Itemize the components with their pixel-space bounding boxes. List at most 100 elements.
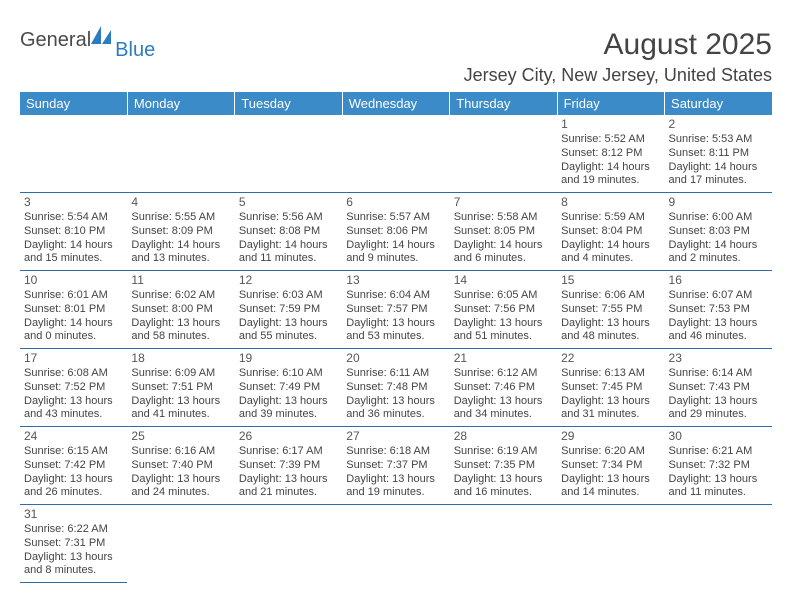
sunset-text: Sunset: 8:11 PM — [669, 147, 768, 161]
daylight-text: and 29 minutes. — [669, 408, 768, 422]
calendar-day-cell: 14Sunrise: 6:05 AMSunset: 7:56 PMDayligh… — [450, 271, 557, 349]
daylight-text: Daylight: 13 hours — [669, 473, 768, 487]
sunset-text: Sunset: 7:40 PM — [131, 459, 230, 473]
weekday-header: Monday — [127, 92, 234, 115]
month-title: August 2025 — [464, 28, 772, 61]
daylight-text: and 48 minutes. — [561, 330, 660, 344]
calendar-day-cell: 1Sunrise: 5:52 AMSunset: 8:12 PMDaylight… — [557, 115, 664, 193]
sunrise-text: Sunrise: 6:06 AM — [561, 289, 660, 303]
sunrise-text: Sunrise: 6:00 AM — [669, 211, 768, 225]
sunset-text: Sunset: 8:12 PM — [561, 147, 660, 161]
calendar-day-cell: 30Sunrise: 6:21 AMSunset: 7:32 PMDayligh… — [665, 427, 772, 505]
daylight-text: Daylight: 13 hours — [346, 395, 445, 409]
calendar-day-cell: 19Sunrise: 6:10 AMSunset: 7:49 PMDayligh… — [235, 349, 342, 427]
day-number: 26 — [239, 429, 338, 444]
day-number: 20 — [346, 351, 445, 366]
day-number: 13 — [346, 273, 445, 288]
daylight-text: Daylight: 14 hours — [454, 239, 553, 253]
daylight-text: and 14 minutes. — [561, 486, 660, 500]
header: General Blue August 2025 Jersey City, Ne… — [20, 28, 772, 86]
daylight-text: and 21 minutes. — [239, 486, 338, 500]
day-number: 27 — [346, 429, 445, 444]
calendar-day-cell: 21Sunrise: 6:12 AMSunset: 7:46 PMDayligh… — [450, 349, 557, 427]
calendar-day-cell: 27Sunrise: 6:18 AMSunset: 7:37 PMDayligh… — [342, 427, 449, 505]
calendar-empty-cell — [235, 115, 342, 193]
daylight-text: and 16 minutes. — [454, 486, 553, 500]
calendar-day-cell: 26Sunrise: 6:17 AMSunset: 7:39 PMDayligh… — [235, 427, 342, 505]
sunrise-text: Sunrise: 5:58 AM — [454, 211, 553, 225]
daylight-text: Daylight: 13 hours — [24, 551, 123, 565]
sunrise-text: Sunrise: 6:07 AM — [669, 289, 768, 303]
sunrise-text: Sunrise: 6:19 AM — [454, 445, 553, 459]
daylight-text: Daylight: 14 hours — [669, 161, 768, 175]
day-number: 25 — [131, 429, 230, 444]
sunrise-text: Sunrise: 6:15 AM — [24, 445, 123, 459]
calendar-day-cell: 22Sunrise: 6:13 AMSunset: 7:45 PMDayligh… — [557, 349, 664, 427]
sunset-text: Sunset: 7:49 PM — [239, 381, 338, 395]
sunrise-text: Sunrise: 6:11 AM — [346, 367, 445, 381]
calendar-empty-cell — [235, 505, 342, 583]
calendar-week-row: 31Sunrise: 6:22 AMSunset: 7:31 PMDayligh… — [20, 505, 772, 583]
sunrise-text: Sunrise: 6:14 AM — [669, 367, 768, 381]
calendar-day-cell: 13Sunrise: 6:04 AMSunset: 7:57 PMDayligh… — [342, 271, 449, 349]
sunrise-text: Sunrise: 6:08 AM — [24, 367, 123, 381]
sunrise-text: Sunrise: 6:01 AM — [24, 289, 123, 303]
sunrise-text: Sunrise: 6:21 AM — [669, 445, 768, 459]
calendar-day-cell: 10Sunrise: 6:01 AMSunset: 8:01 PMDayligh… — [20, 271, 127, 349]
day-number: 2 — [669, 117, 768, 132]
daylight-text: Daylight: 13 hours — [346, 317, 445, 331]
calendar-day-cell: 25Sunrise: 6:16 AMSunset: 7:40 PMDayligh… — [127, 427, 234, 505]
day-number: 18 — [131, 351, 230, 366]
sunrise-text: Sunrise: 6:12 AM — [454, 367, 553, 381]
daylight-text: Daylight: 13 hours — [561, 395, 660, 409]
calendar-day-cell: 16Sunrise: 6:07 AMSunset: 7:53 PMDayligh… — [665, 271, 772, 349]
sunset-text: Sunset: 7:53 PM — [669, 303, 768, 317]
sunrise-text: Sunrise: 6:20 AM — [561, 445, 660, 459]
calendar-day-cell: 9Sunrise: 6:00 AMSunset: 8:03 PMDaylight… — [665, 193, 772, 271]
sunset-text: Sunset: 8:00 PM — [131, 303, 230, 317]
daylight-text: Daylight: 13 hours — [24, 473, 123, 487]
daylight-text: and 24 minutes. — [131, 486, 230, 500]
weekday-header-row: SundayMondayTuesdayWednesdayThursdayFrid… — [20, 92, 772, 115]
daylight-text: and 58 minutes. — [131, 330, 230, 344]
calendar-day-cell: 31Sunrise: 6:22 AMSunset: 7:31 PMDayligh… — [20, 505, 127, 583]
calendar-empty-cell — [450, 115, 557, 193]
sunset-text: Sunset: 8:01 PM — [24, 303, 123, 317]
daylight-text: Daylight: 13 hours — [454, 317, 553, 331]
daylight-text: Daylight: 13 hours — [454, 473, 553, 487]
weekday-header: Saturday — [665, 92, 772, 115]
sunset-text: Sunset: 8:05 PM — [454, 225, 553, 239]
daylight-text: and 26 minutes. — [24, 486, 123, 500]
day-number: 16 — [669, 273, 768, 288]
day-number: 3 — [24, 195, 123, 210]
calendar-day-cell: 15Sunrise: 6:06 AMSunset: 7:55 PMDayligh… — [557, 271, 664, 349]
calendar-day-cell: 4Sunrise: 5:55 AMSunset: 8:09 PMDaylight… — [127, 193, 234, 271]
day-number: 28 — [454, 429, 553, 444]
sunset-text: Sunset: 8:04 PM — [561, 225, 660, 239]
logo-text-general: General — [20, 29, 91, 52]
sunset-text: Sunset: 7:57 PM — [346, 303, 445, 317]
daylight-text: Daylight: 13 hours — [24, 395, 123, 409]
daylight-text: Daylight: 14 hours — [131, 239, 230, 253]
calendar-empty-cell — [665, 505, 772, 583]
calendar-day-cell: 18Sunrise: 6:09 AMSunset: 7:51 PMDayligh… — [127, 349, 234, 427]
day-number: 19 — [239, 351, 338, 366]
daylight-text: and 0 minutes. — [24, 330, 123, 344]
daylight-text: Daylight: 13 hours — [131, 395, 230, 409]
day-number: 11 — [131, 273, 230, 288]
daylight-text: Daylight: 14 hours — [24, 317, 123, 331]
daylight-text: and 19 minutes. — [561, 174, 660, 188]
daylight-text: Daylight: 13 hours — [131, 473, 230, 487]
sunrise-text: Sunrise: 5:59 AM — [561, 211, 660, 225]
sunrise-text: Sunrise: 6:03 AM — [239, 289, 338, 303]
calendar-day-cell: 12Sunrise: 6:03 AMSunset: 7:59 PMDayligh… — [235, 271, 342, 349]
daylight-text: Daylight: 13 hours — [561, 473, 660, 487]
day-number: 8 — [561, 195, 660, 210]
daylight-text: and 8 minutes. — [24, 564, 123, 578]
calendar-day-cell: 24Sunrise: 6:15 AMSunset: 7:42 PMDayligh… — [20, 427, 127, 505]
daylight-text: and 31 minutes. — [561, 408, 660, 422]
sunset-text: Sunset: 7:35 PM — [454, 459, 553, 473]
sunset-text: Sunset: 7:42 PM — [24, 459, 123, 473]
sunset-text: Sunset: 7:52 PM — [24, 381, 123, 395]
title-block: August 2025 Jersey City, New Jersey, Uni… — [464, 28, 772, 86]
